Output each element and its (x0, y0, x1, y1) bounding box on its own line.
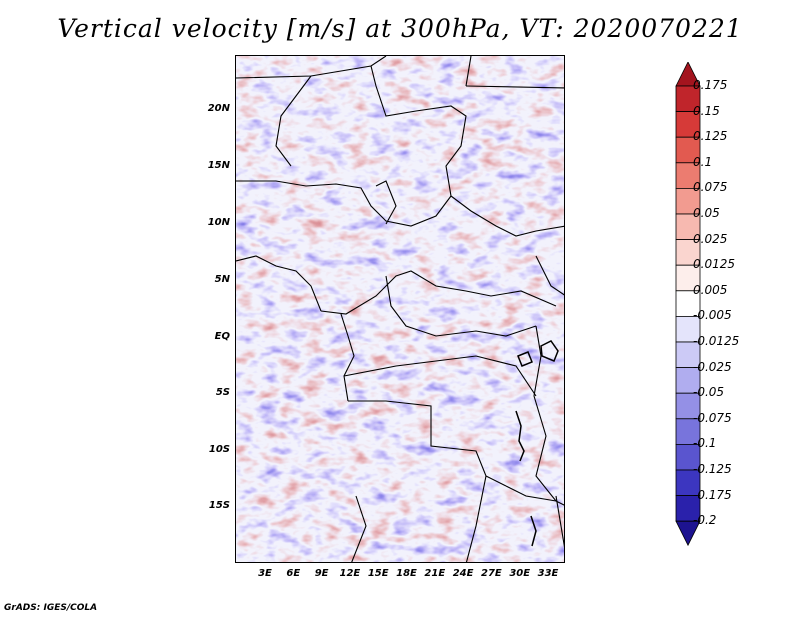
lon-tick-label: 21E (424, 568, 446, 579)
colorbar-tick-label: 0.025 (693, 231, 728, 246)
colorbar-swatch (675, 315, 701, 343)
colorbar-tick-label: 0.1 (693, 154, 713, 169)
colorbar-swatch (675, 341, 701, 369)
colorbar-tick-label: 0.0125 (693, 257, 735, 272)
colorbar-tick-label: -0.05 (693, 385, 725, 400)
colorbar-swatch (675, 367, 701, 394)
colorbar-tick-label: 0.075 (693, 180, 728, 195)
colorbar-swatch (675, 469, 701, 497)
colorbar-tick-label: -0.005 (693, 308, 732, 323)
velocity-field-raster (236, 56, 564, 562)
lon-tick-label: 15E (367, 568, 389, 579)
map-title: Vertical velocity [m/s] at 300hPa, VT: 2… (57, 14, 743, 43)
colorbar-swatch (675, 392, 701, 420)
lakes (515, 340, 559, 547)
lon-tick-label: 3E (258, 568, 272, 579)
lon-tick-label: 30E (509, 568, 531, 579)
colorbar-swatch (675, 136, 701, 164)
colorbar-swatch (675, 85, 701, 113)
velocity-tint (236, 56, 564, 562)
lat-tick-label: 10S (208, 444, 230, 455)
colorbar-swatch (675, 239, 701, 266)
colorbar-swatch (675, 213, 701, 241)
colorbar-tick-label: -0.2 (693, 513, 717, 528)
velocity-field-map (236, 56, 564, 562)
colorbar-swatch (675, 520, 701, 547)
colorbar-tick-label: -0.075 (693, 410, 732, 425)
country-borders (236, 56, 564, 562)
lat-tick-label: 5N (214, 274, 230, 285)
lat-tick-label: EQ (214, 331, 230, 342)
lat-tick-label: 5S (215, 387, 230, 398)
colorbar-tick-label: -0.1 (693, 436, 717, 451)
grads-credit: GrADS: IGES/COLA (4, 603, 98, 613)
colorbar-tick-label: 0.05 (693, 206, 720, 220)
colorbar-tick-label: 0.175 (693, 78, 728, 92)
colorbar-tick-label: 0.125 (693, 129, 728, 144)
lat-tick-label: 10N (207, 217, 230, 228)
colorbar-swatch (675, 290, 701, 317)
colorbar-tick-label: 0.15 (693, 103, 720, 118)
lat-tick-label: 20N (207, 103, 230, 114)
colorbar-tick-label: 0.005 (693, 282, 728, 297)
lon-tick-label: 9E (314, 568, 329, 579)
colorbar-tick-label: -0.0125 (693, 334, 740, 348)
lon-tick-label: 12E (339, 568, 361, 579)
colorbar-tick-label: -0.125 (693, 462, 732, 476)
colorbar-tick-label: -0.175 (693, 487, 732, 502)
lat-tick-label: 15N (207, 160, 230, 171)
lat-tick-label: 15S (208, 500, 230, 511)
colorbar (675, 62, 701, 547)
lon-tick-label: 6E (286, 568, 301, 579)
lon-tick-label: 27E (481, 568, 502, 579)
lon-tick-label: 33E (537, 568, 559, 579)
colorbar-tick-label: -0.025 (693, 359, 732, 374)
colorbar-swatch (675, 443, 701, 471)
colorbar-swatch (675, 111, 701, 138)
lon-tick-label: 18E (396, 568, 417, 579)
map-panel (235, 55, 565, 563)
lon-tick-label: 24E (452, 568, 474, 579)
colorbar-swatch (675, 188, 701, 215)
colorbar-swatch (675, 264, 701, 292)
